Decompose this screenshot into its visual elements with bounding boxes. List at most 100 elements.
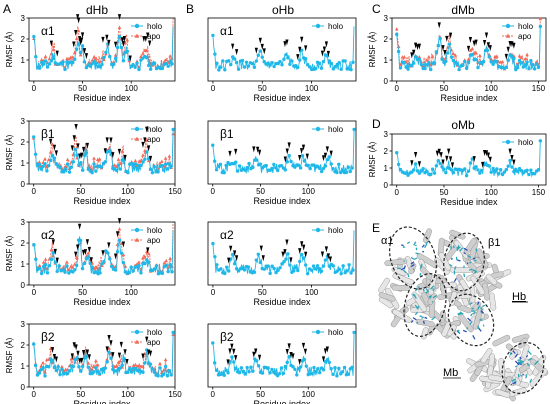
holo-point bbox=[508, 158, 512, 163]
holo-point bbox=[291, 364, 295, 369]
holo-point bbox=[137, 67, 141, 72]
marker-arrow bbox=[74, 251, 78, 258]
ligand-stick bbox=[425, 290, 430, 294]
helix-ribbon bbox=[378, 292, 396, 302]
binding-site-markers bbox=[228, 142, 333, 163]
holo-point bbox=[283, 364, 288, 369]
x-tick-label: 0 bbox=[394, 84, 399, 93]
holo-point bbox=[280, 262, 284, 266]
marker-arrow bbox=[289, 257, 293, 264]
marker-arrow bbox=[298, 46, 302, 53]
pocket-ellipse-2 bbox=[443, 232, 485, 292]
holo-point bbox=[270, 166, 274, 171]
holo-point bbox=[226, 370, 230, 375]
holo-point bbox=[346, 165, 351, 169]
apo-point bbox=[444, 55, 448, 60]
holo-point bbox=[53, 260, 57, 264]
holo-point bbox=[214, 167, 219, 172]
legend-holo-label: holo bbox=[518, 138, 534, 147]
helix-ribbon bbox=[443, 281, 458, 289]
holo-point bbox=[67, 369, 72, 373]
apo-point bbox=[86, 251, 91, 255]
holo-point bbox=[50, 153, 55, 158]
apo-point bbox=[478, 53, 482, 57]
holo-point bbox=[160, 163, 164, 168]
holo-point bbox=[534, 62, 539, 66]
holo-point bbox=[246, 64, 251, 68]
holo-point bbox=[145, 258, 149, 262]
holo-point bbox=[504, 167, 509, 172]
subunit-label: α2 bbox=[41, 228, 55, 242]
holo-point bbox=[84, 354, 89, 359]
ligand-stick bbox=[414, 311, 419, 316]
holo-point bbox=[412, 168, 416, 172]
holo-point bbox=[506, 58, 510, 62]
holo-point bbox=[94, 169, 98, 173]
ligand-stick bbox=[422, 320, 425, 325]
apo-point bbox=[394, 27, 399, 31]
holo-point bbox=[75, 153, 79, 157]
holo-point bbox=[169, 373, 173, 377]
marker-arrow bbox=[70, 353, 74, 360]
x-tick-label: 100 bbox=[125, 288, 139, 297]
marker-arrow bbox=[125, 359, 129, 366]
marker-arrow bbox=[486, 42, 490, 49]
marker-arrow bbox=[468, 37, 473, 44]
marker-arrow bbox=[445, 35, 449, 42]
holo-point bbox=[141, 160, 145, 164]
holo-point bbox=[270, 60, 274, 65]
holo-point bbox=[442, 167, 446, 171]
apo-point bbox=[116, 360, 121, 364]
ligand-stick bbox=[469, 302, 473, 305]
holo-point bbox=[335, 170, 339, 175]
holo-point bbox=[47, 365, 51, 369]
marker-arrow bbox=[74, 123, 78, 130]
marker-arrow bbox=[283, 249, 287, 256]
ligand-stick bbox=[457, 259, 461, 262]
holo-point bbox=[54, 162, 59, 166]
hb-ribbon-art bbox=[378, 228, 512, 340]
holo-point bbox=[410, 64, 414, 68]
holo-point bbox=[286, 252, 290, 256]
holo-point bbox=[242, 65, 247, 69]
holo-point bbox=[252, 270, 257, 274]
heme-ligand-art bbox=[397, 240, 539, 386]
marker-arrow bbox=[117, 218, 122, 225]
y-tick-label: 2 bbox=[21, 35, 26, 44]
apo-point bbox=[162, 260, 167, 265]
x-tick-label: 150 bbox=[168, 187, 182, 196]
ligand-stick bbox=[422, 288, 425, 292]
marker-arrow bbox=[472, 40, 476, 47]
holo-point bbox=[118, 366, 123, 370]
holo-point bbox=[135, 166, 140, 170]
marker-arrow bbox=[481, 161, 485, 168]
apo-point bbox=[49, 247, 54, 252]
holo-point bbox=[163, 364, 168, 369]
legend: holo bbox=[312, 22, 344, 31]
apo-point bbox=[168, 54, 172, 58]
panel-letter-a: A bbox=[3, 2, 11, 16]
marker-arrow bbox=[508, 148, 512, 155]
marker-arrow bbox=[80, 152, 84, 159]
holo-point bbox=[43, 59, 48, 63]
holo-point bbox=[429, 67, 433, 72]
ligand-stick bbox=[416, 305, 420, 310]
apo-point bbox=[163, 357, 168, 362]
panel-a4: 0 50 100 150 0 1 2 3 Residue index RMSF (Å) β2 holo… bbox=[5, 320, 182, 404]
x-tick-label: 50 bbox=[440, 84, 449, 93]
marker-arrow bbox=[76, 244, 80, 251]
holo-point bbox=[306, 163, 310, 168]
holo-point bbox=[352, 127, 356, 132]
helix-ribbon bbox=[449, 266, 472, 273]
series-holo bbox=[32, 230, 174, 276]
y-tick-label: 3 bbox=[21, 218, 26, 227]
marker-arrow bbox=[486, 152, 490, 159]
holo-point bbox=[80, 44, 85, 48]
holo-point bbox=[71, 60, 75, 65]
marker-arrow bbox=[76, 350, 80, 357]
holo-point bbox=[395, 32, 399, 37]
marker-arrow bbox=[123, 349, 127, 356]
marker-arrow bbox=[128, 55, 132, 62]
marker-arrow bbox=[298, 248, 302, 255]
apo-point bbox=[74, 36, 79, 40]
